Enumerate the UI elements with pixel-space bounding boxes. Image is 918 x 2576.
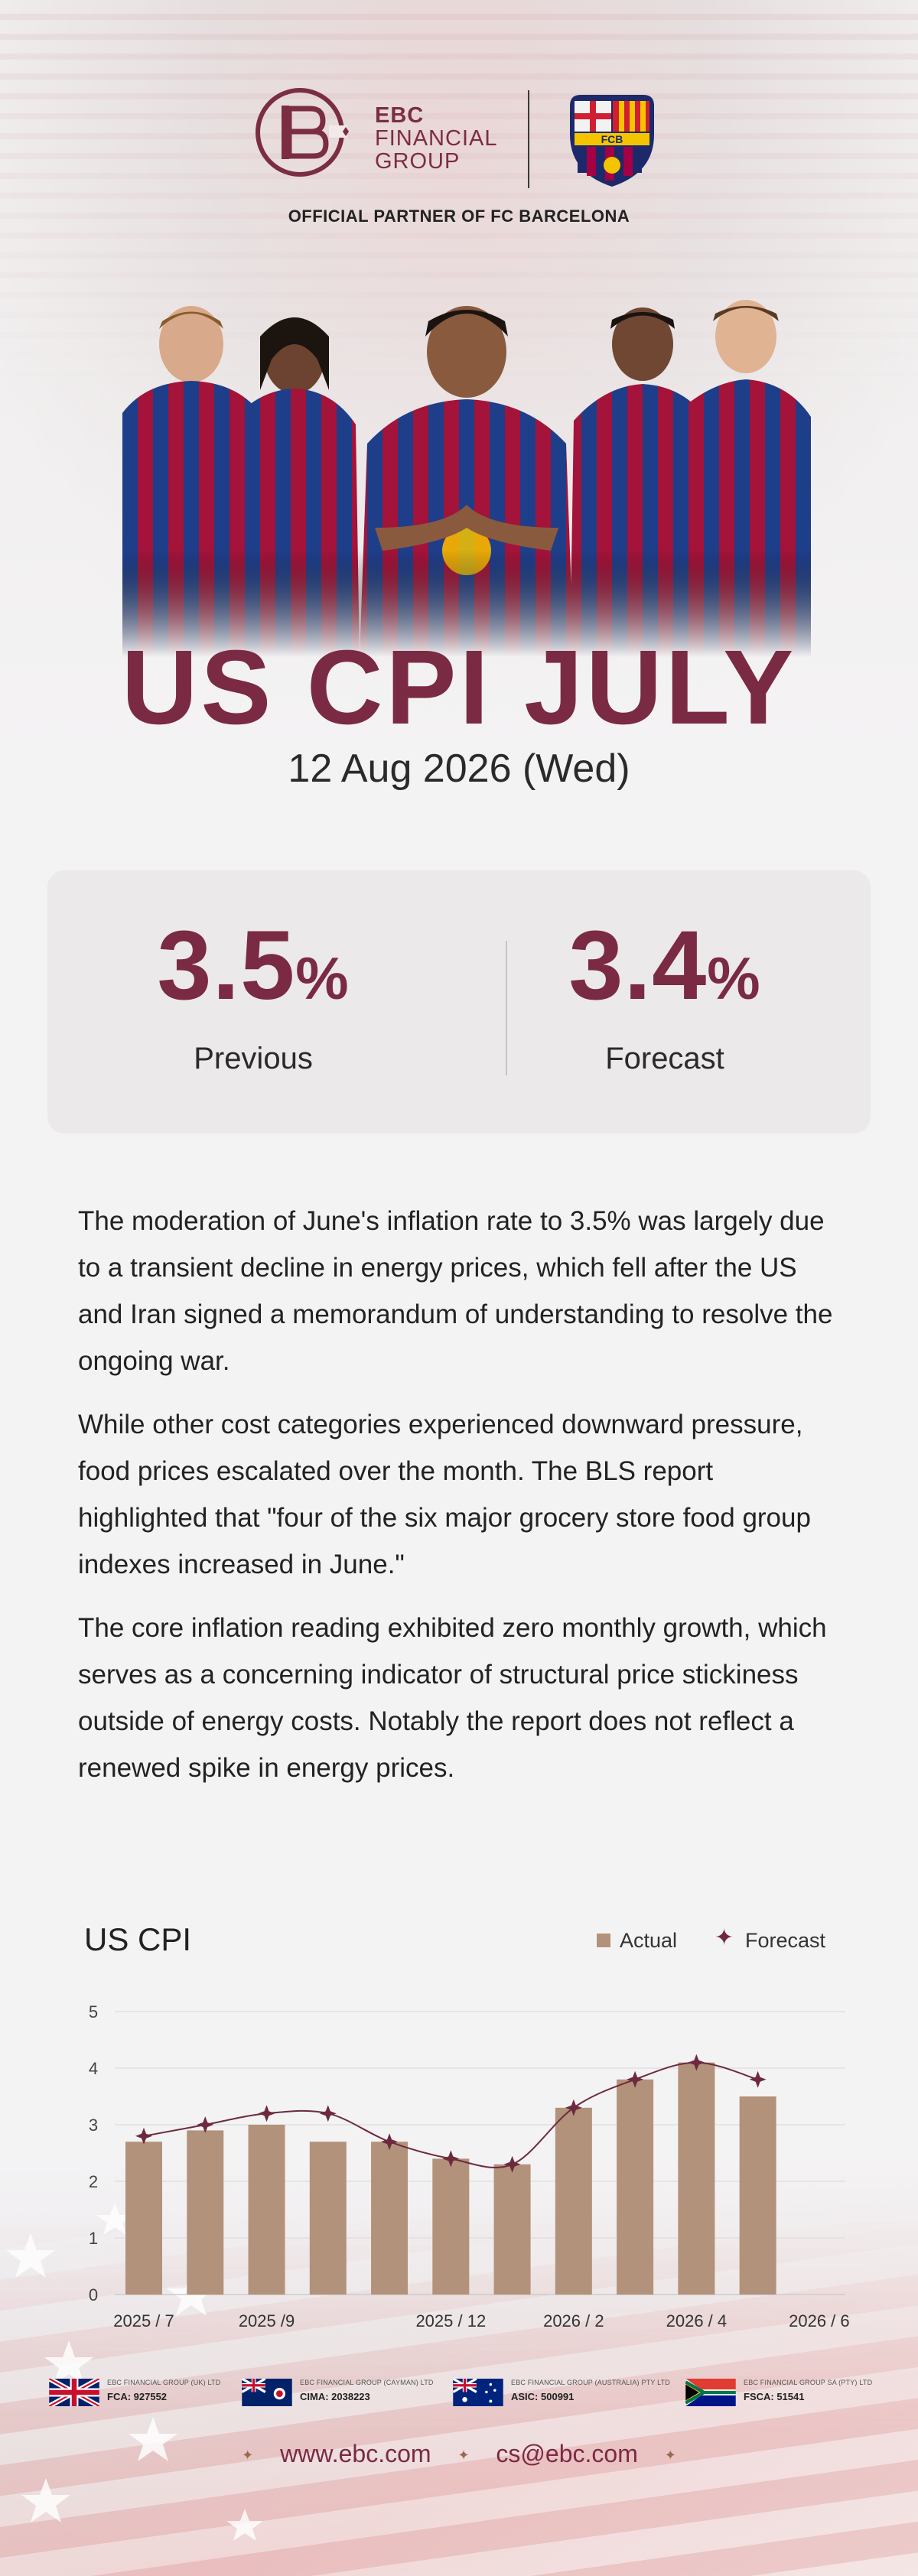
fc-barcelona-crest-icon: FCB	[570, 95, 654, 187]
sparkle-icon: ✦	[664, 2448, 676, 2464]
uk-flag-icon	[49, 2379, 99, 2406]
x-tick-label: 2025 / 12	[415, 2311, 486, 2330]
headline-title: US CPI JULY	[121, 629, 797, 746]
forecast-point	[319, 2105, 337, 2122]
y-tick-label: 1	[89, 2229, 98, 2248]
crest-letters: FCB	[601, 133, 623, 145]
y-tick-label: 2	[89, 2172, 98, 2191]
release-date: 12 Aug 2026 (Wed)	[288, 746, 630, 791]
ebc-name-line3: GROUP	[375, 149, 461, 174]
regulator-entity: EBC FINANCIAL GROUP SA (PTY) LTD	[744, 2379, 873, 2386]
regulators-row: EBC FINANCIAL GROUP (UK) LTD FCA: 927552…	[0, 2377, 918, 2414]
south-africa-flag-icon	[685, 2379, 736, 2406]
email-link[interactable]: cs@ebc.com	[496, 2440, 638, 2467]
legend-item-actual: Actual	[597, 1929, 677, 1953]
forecast-point	[749, 2070, 767, 2088]
bar	[432, 2158, 470, 2295]
legend-swatch-forecast: ✦	[715, 1925, 734, 1950]
article-paragraph: The moderation of June's inflation rate …	[78, 1206, 833, 1376]
y-tick-label: 5	[89, 2002, 98, 2021]
forecast-point	[381, 2133, 399, 2151]
stats-divider	[506, 941, 507, 1075]
brand-header: EBC FINANCIAL GROUP FCB	[0, 83, 918, 190]
previous-label: Previous	[194, 1042, 313, 1075]
forecast-unit: %	[707, 945, 761, 1012]
forecast-point	[197, 2116, 214, 2133]
forecast-value: 3.4%	[459, 916, 871, 1028]
forecast-stat: 3.4% Forecast	[459, 916, 871, 1076]
bar	[187, 2130, 224, 2295]
partner-tagline: OFFICIAL PARTNER OF FC BARCELONA	[288, 207, 630, 226]
bar	[125, 2142, 162, 2295]
contact-row: ✦ www.ebc.com ✦ cs@ebc.com ✦	[0, 2440, 918, 2468]
regulator-license: CIMA: 2038223	[300, 2391, 370, 2402]
forecast-point	[503, 2155, 521, 2173]
forecast-point	[627, 2070, 644, 2088]
article-body: The moderation of June's inflation rate …	[78, 1198, 843, 1808]
ebc-wordmark: EBC FINANCIAL GROUP	[375, 104, 497, 173]
x-tick-label: 2025 / 7	[113, 2311, 174, 2330]
x-tick-label: 2026 / 2	[543, 2311, 604, 2330]
stats-card: 3.5% Previous 3.4% Forecast	[47, 870, 871, 1134]
legend-label-actual: Actual	[620, 1929, 678, 1952]
previous-unit: %	[295, 945, 350, 1012]
bar	[371, 2142, 409, 2295]
regulator-entity: EBC FINANCIAL GROUP (UK) LTD	[107, 2379, 221, 2386]
article-paragraph: The core inflation reading exhibited zer…	[78, 1613, 827, 1783]
previous-value: 3.5%	[47, 916, 459, 1028]
x-tick-label: 2026 / 6	[789, 2311, 850, 2330]
legend-swatch-actual	[597, 1934, 610, 1947]
cayman-flag-icon	[242, 2379, 292, 2406]
bar	[617, 2079, 654, 2295]
ebc-name-line1: EBC	[375, 103, 425, 128]
cpi-chart: 0 1 2 3 4 5 2025 / 7 2025 /9 2025 / 12 2026 / 2 20…	[89, 2002, 850, 2330]
regulator-license: ASIC: 500991	[511, 2391, 575, 2402]
ebc-logo-icon	[256, 88, 349, 177]
y-tick-label: 4	[89, 2059, 98, 2078]
sparkle-icon: ✦	[242, 2448, 254, 2464]
regulator-entity: EBC FINANCIAL GROUP (AUSTRALIA) PTY LTD	[511, 2379, 671, 2386]
ebc-name-line2: FINANCIAL	[375, 126, 498, 151]
bar	[309, 2142, 347, 2295]
legend-label-forecast: Forecast	[745, 1929, 826, 1952]
brand-divider	[528, 90, 529, 188]
legend-item-forecast: ✦ Forecast	[715, 1925, 826, 1953]
sparkle-icon: ✦	[457, 2448, 470, 2464]
players-photo	[122, 298, 811, 658]
y-tick-label: 0	[89, 2285, 98, 2304]
regulator-license: FSCA: 51541	[744, 2391, 805, 2402]
regulator-entity: EBC FINANCIAL GROUP (CAYMAN) LTD	[300, 2379, 434, 2386]
bar	[739, 2096, 776, 2295]
forecast-point	[258, 2105, 275, 2122]
previous-stat: 3.5% Previous	[47, 916, 459, 1076]
bar	[678, 2062, 715, 2295]
forecast-point	[565, 2099, 582, 2116]
x-tick-label: 2026 / 4	[666, 2311, 728, 2330]
chart-title: US CPI	[84, 1921, 192, 1957]
bar	[555, 2107, 592, 2295]
forecast-label: Forecast	[605, 1042, 724, 1075]
article-paragraph: While other cost categories experienced …	[78, 1410, 811, 1579]
forecast-point	[688, 2054, 705, 2071]
forecast-point	[135, 2127, 152, 2145]
previous-number: 3.5	[157, 911, 296, 1020]
website-link[interactable]: www.ebc.com	[280, 2440, 431, 2467]
y-tick-label: 3	[89, 2116, 98, 2135]
x-tick-label: 2025 /9	[239, 2311, 295, 2330]
forecast-point	[442, 2150, 460, 2168]
forecast-number: 3.4	[568, 911, 708, 1020]
bar	[248, 2125, 285, 2295]
regulator-license: FCA: 927552	[107, 2391, 168, 2402]
australia-flag-icon	[453, 2379, 503, 2406]
bar	[493, 2164, 531, 2295]
